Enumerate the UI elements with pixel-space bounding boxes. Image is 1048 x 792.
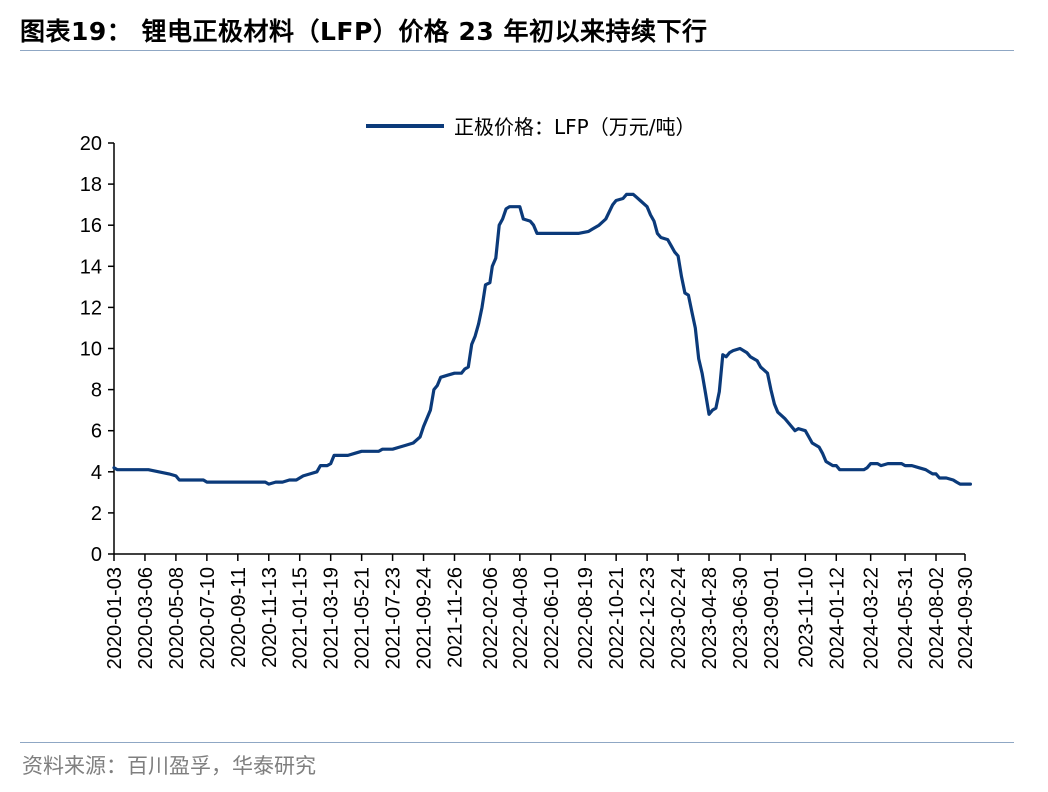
x-tick-label: 2022-02-06 <box>480 567 502 669</box>
series-layer <box>112 192 972 486</box>
source-note: 资料来源：百川盈孚，华泰研究 <box>22 754 316 778</box>
legend-series-label: 正极价格：LFP（万元/吨） <box>454 115 695 139</box>
y-tick-label: 0 <box>91 544 102 566</box>
x-tick-label: 2020-03-06 <box>135 567 157 669</box>
x-tick-label: 2020-09-11 <box>228 567 250 668</box>
x-tick-label: 2021-05-21 <box>352 567 374 669</box>
x-tick-label: 2022-04-08 <box>510 567 532 669</box>
y-tick-label: 12 <box>80 297 102 319</box>
x-tick-label: 2020-05-08 <box>166 567 188 669</box>
footer-divider <box>20 742 1014 743</box>
y-tick-label: 6 <box>91 421 102 443</box>
y-tick-label: 20 <box>80 133 102 155</box>
x-tick-label: 2023-09-01 <box>761 567 783 669</box>
x-tick-label: 2024-01-12 <box>826 567 848 669</box>
y-tick-label: 16 <box>80 215 102 237</box>
title-divider <box>20 50 1014 51</box>
x-tick-label: 2023-06-30 <box>730 567 752 669</box>
x-tick-label: 2024-03-22 <box>861 567 883 669</box>
x-tick-label: 2022-08-19 <box>575 567 597 669</box>
y-tick-label: 2 <box>91 503 102 525</box>
x-tick-label: 2020-01-03 <box>104 567 126 669</box>
x-tick-label: 2023-11-10 <box>795 567 817 668</box>
x-axis: 2020-01-03 2020-03-06 2020-05-08 2020-07-10… <box>104 553 977 669</box>
x-tick-label: 2020-07-10 <box>197 567 219 669</box>
x-tick-label: 2021-09-24 <box>414 567 436 669</box>
x-tick-label: 2024-09-30 <box>955 567 977 669</box>
page-title: 图表19： 锂电正极材料（LFP）价格 23 年初以来持续下行 <box>20 17 708 46</box>
y-tick-label: 4 <box>91 462 102 484</box>
x-tick-label: 2023-04-28 <box>699 567 721 669</box>
x-tick-label: 2023-02-24 <box>668 567 690 669</box>
x-tick-label: 2022-12-23 <box>637 567 659 669</box>
y-tick-label: 8 <box>91 380 102 402</box>
x-tick-label: 2024-08-02 <box>926 567 948 669</box>
x-tick-label: 2021-01-15 <box>290 567 312 669</box>
y-tick-label: 10 <box>80 339 102 361</box>
x-tick-label: 2021-11-26 <box>444 567 466 668</box>
x-tick-label: 2021-03-19 <box>321 567 343 669</box>
x-tick-label: 2022-10-21 <box>606 567 628 669</box>
chart-legend: 正极价格：LFP（万元/吨） <box>366 115 695 139</box>
y-tick-label: 14 <box>80 256 102 278</box>
x-tick-label: 2022-06-10 <box>541 567 563 669</box>
x-tick-label: 2020-11-13 <box>259 567 281 668</box>
x-tick-label: 2024-05-31 <box>895 567 917 669</box>
series-line-0 <box>112 192 972 486</box>
y-axis: 0 2 4 6 8 10 12 14 16 18 20 <box>80 133 115 566</box>
x-tick-label: 2021-07-23 <box>383 567 405 669</box>
lfp-price-line-chart: 正极价格：LFP（万元/吨） 0 2 4 6 8 10 12 14 16 18 20 2020-01… <box>80 115 977 669</box>
y-tick-label: 18 <box>80 174 102 196</box>
